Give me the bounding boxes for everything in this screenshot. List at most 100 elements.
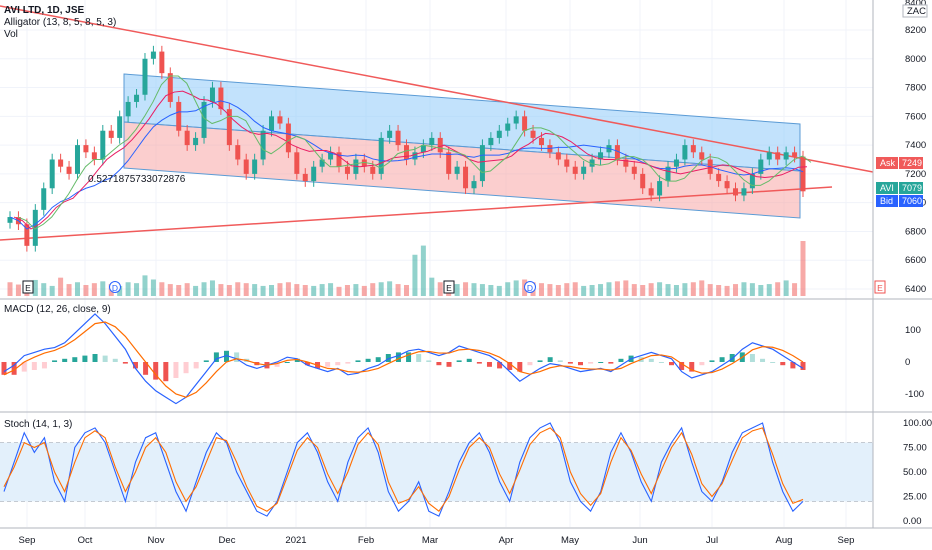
channel-lower-zone[interactable] — [123, 121, 801, 219]
candle-body-79 — [673, 159, 679, 167]
volume-bar-70 — [598, 284, 604, 296]
macd-line-0 — [3, 313, 804, 405]
stoch-axis[interactable]: 0.00 25.00 50.00 75.00 100.00 — [903, 418, 932, 527]
candle-body-28 — [243, 159, 249, 174]
macd-lines — [3, 313, 804, 405]
candle-body-30 — [260, 130, 266, 160]
currency-box[interactable] — [902, 4, 928, 18]
volume-bar-14 — [125, 282, 131, 296]
volume-bar-77 — [657, 282, 663, 296]
stoch-line-0 — [3, 422, 804, 517]
candle-body-85 — [724, 181, 730, 189]
candle-body-6 — [58, 159, 64, 167]
volume-legend[interactable]: Vol — [4, 29, 18, 40]
macd-hist-bar-18 — [183, 362, 189, 374]
candle-body-16 — [142, 58, 148, 95]
macd-hist-bar-29 — [294, 358, 300, 362]
candle-body-25 — [218, 87, 224, 110]
volume-bar-55 — [471, 283, 477, 296]
macd-hist-bar-4 — [41, 362, 47, 369]
volume-bar-51 — [437, 282, 443, 296]
macd-hist-bar-3 — [31, 362, 37, 370]
trendline-ascending[interactable] — [0, 186, 833, 241]
macd-hist-bar-0 — [1, 362, 7, 375]
macd-hist-bar-21 — [213, 352, 219, 362]
macd-hist-bar-59 — [598, 362, 604, 363]
volume-bar-36 — [311, 285, 317, 296]
macd-legend[interactable]: MACD (12, 26, close, 9) — [4, 304, 111, 315]
volume-bar-19 — [167, 284, 173, 296]
volume-bar-4 — [41, 283, 47, 296]
macd-hist-bar-75 — [760, 358, 766, 362]
macd-hist-bar-12 — [122, 362, 128, 364]
candle-body-94 — [800, 156, 806, 192]
time-tick-3: Dec — [219, 535, 236, 546]
macd-hist-bar-67 — [679, 362, 685, 370]
ask-label: Ask — [880, 158, 896, 168]
candle-body-19 — [167, 73, 173, 102]
time-axis[interactable]: Sep Oct Nov Dec 2021 Feb Mar Apr May Jun Jul Aug Sep — [19, 535, 855, 546]
volume-bar-72 — [614, 281, 620, 296]
macd-hist-bar-13 — [132, 362, 138, 369]
stoch-legend[interactable]: Stoch (14, 1, 3) — [4, 419, 72, 430]
volume-bar-50 — [429, 277, 435, 296]
candle-body-9 — [83, 145, 89, 153]
candle-body-52 — [446, 152, 452, 174]
time-tick-4: 2021 — [285, 535, 306, 546]
volume-bar-56 — [479, 284, 485, 296]
macd-axis[interactable]: -100 0 100 — [905, 325, 924, 400]
event-marker-label: D — [112, 283, 118, 293]
volume-bar-79 — [673, 285, 679, 296]
time-tick-11: Aug — [776, 535, 793, 546]
macd-hist-bar-44 — [446, 362, 452, 367]
candle-body-14 — [125, 101, 131, 117]
volume-bar-46 — [395, 284, 401, 296]
volume-bar-48 — [412, 254, 418, 296]
candle-body-84 — [716, 173, 722, 182]
trendline-descending[interactable] — [0, 5, 874, 173]
volume-bar-86 — [733, 284, 739, 296]
candle-body-22 — [193, 137, 199, 146]
alligator-legend[interactable]: Alligator (13, 8, 5, 8, 5, 3) — [4, 17, 116, 28]
volume-bar-47 — [404, 285, 409, 296]
macd-hist-bar-46 — [466, 358, 472, 362]
candle-body-70 — [598, 152, 604, 160]
volume-bar-11 — [100, 281, 106, 296]
volume-bar-57 — [488, 285, 494, 296]
volume-bar-38 — [328, 283, 334, 296]
candle-body-20 — [176, 101, 182, 131]
price-tick-4: 7200 — [905, 169, 926, 180]
macd-hist-bar-50 — [507, 362, 513, 370]
volume-bar-83 — [707, 284, 713, 296]
price-tick-7: 7800 — [905, 83, 926, 94]
stoch-line-1 — [3, 427, 804, 512]
volume-bar-34 — [294, 284, 300, 296]
channel-ratio-label: 0.5271875733072876 — [88, 174, 186, 185]
candle-body-74 — [631, 166, 637, 174]
volume-bar-3 — [32, 279, 38, 296]
event-marker-2: E — [443, 280, 455, 294]
macd-hist-bar-77 — [780, 362, 786, 366]
volume-bar-37 — [319, 284, 325, 296]
candle-body-73 — [623, 159, 629, 167]
volume-bar-88 — [749, 283, 755, 296]
volume-bar-65 — [555, 285, 561, 296]
candle-body-40 — [344, 166, 350, 174]
candle-body-93 — [792, 152, 798, 157]
volume-bar-93 — [792, 283, 798, 296]
candle-body-65 — [555, 152, 561, 160]
volume-bar-84 — [716, 285, 722, 296]
price-tick-5: 7400 — [905, 140, 926, 151]
volume-bar-39 — [336, 286, 342, 296]
volume-bar-41 — [353, 284, 359, 296]
candle-body-10 — [91, 152, 97, 160]
volume-bar-53 — [454, 284, 460, 296]
volume-bar-74 — [631, 284, 637, 296]
symbol-title[interactable]: AVI LTD, 1D, JSE — [4, 5, 85, 16]
volume-bar-8 — [74, 282, 80, 296]
candle-body-13 — [117, 116, 123, 138]
candle-body-34 — [294, 152, 300, 174]
candle-body-47 — [404, 145, 409, 160]
volume-bar-18 — [159, 282, 165, 296]
